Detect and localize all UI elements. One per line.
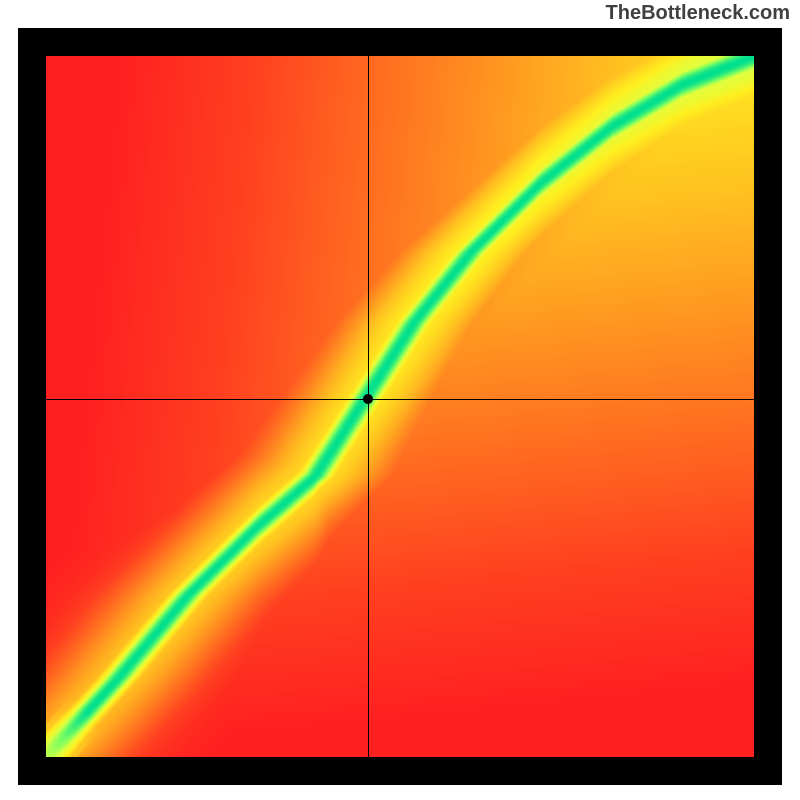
crosshair-horizontal [46,399,754,400]
chart-black-frame [18,28,782,785]
heatmap-plot-area [46,56,754,757]
chart-container: TheBottleneck.com [0,0,800,800]
attribution-text: TheBottleneck.com [606,2,790,25]
heatmap-canvas [46,56,754,757]
crosshair-marker [363,394,373,404]
crosshair-vertical [368,56,369,757]
